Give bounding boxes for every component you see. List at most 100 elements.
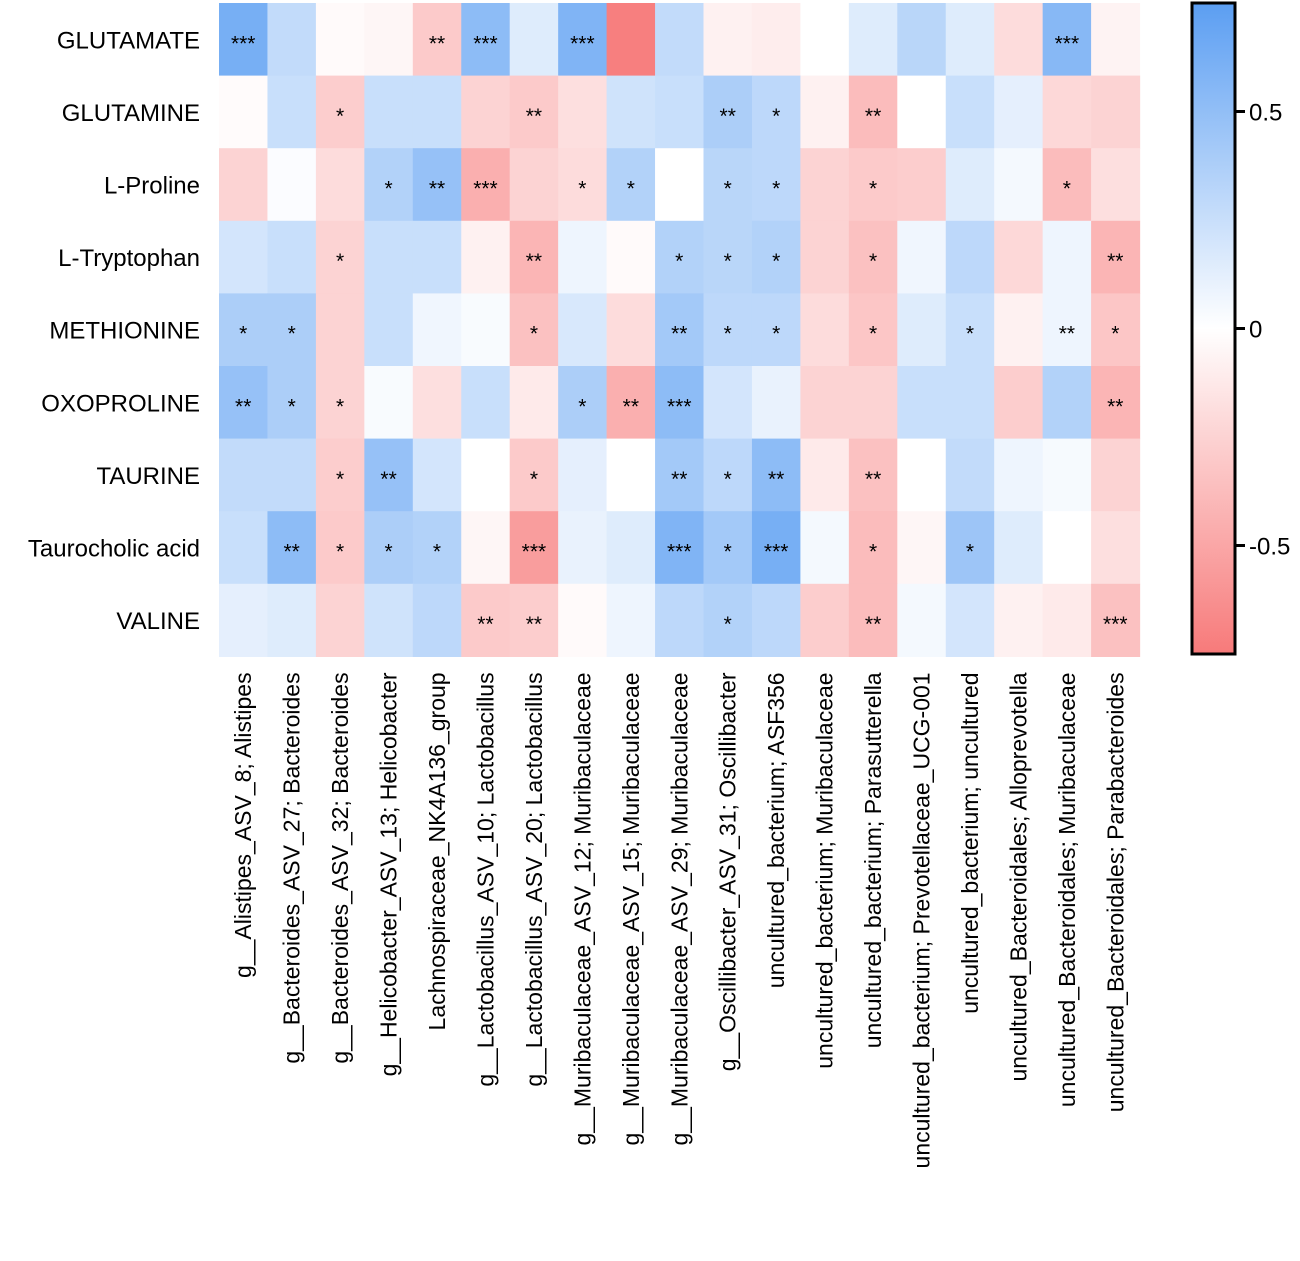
significance-marker: * <box>336 105 344 128</box>
heatmap-cell <box>751 511 801 585</box>
heatmap-cell <box>606 583 656 657</box>
row-label: OXOPROLINE <box>41 390 200 417</box>
heatmap-cell <box>848 438 898 512</box>
significance-marker: *** <box>1103 613 1128 636</box>
significance-marker: * <box>336 250 344 273</box>
significance-marker: *** <box>667 541 692 564</box>
heatmap-cell <box>751 293 801 367</box>
heatmap-cell <box>509 148 559 222</box>
heatmap-cell <box>267 3 317 77</box>
significance-marker: * <box>578 178 586 201</box>
heatmap-cell <box>219 366 269 440</box>
column-label: g__Bacteroides_ASV_27; Bacteroides <box>279 672 305 1063</box>
heatmap-cell <box>655 75 705 149</box>
heatmap-cell <box>315 148 365 222</box>
heatmap-cell <box>897 148 947 222</box>
heatmap-cell <box>606 438 656 512</box>
heatmap-cell <box>994 293 1044 367</box>
column-label: uncultured_Bacteroidales; Parabacteroide… <box>1102 672 1128 1112</box>
heatmap-cell <box>267 148 317 222</box>
column-label: uncultured_bacterium; Prevotellaceae_UCG… <box>909 672 935 1168</box>
heatmap-cell <box>606 293 656 367</box>
heatmap-cell <box>703 293 753 367</box>
heatmap-cell <box>364 3 414 77</box>
heatmap-cell <box>412 366 462 440</box>
significance-marker: *** <box>1055 32 1080 55</box>
heatmap-cell <box>315 75 365 149</box>
significance-marker: * <box>578 395 586 418</box>
row-label: Taurocholic acid <box>28 536 200 563</box>
heatmap-cell <box>509 3 559 77</box>
colorbar-gradient <box>1190 1 1237 656</box>
significance-marker: ** <box>865 613 881 636</box>
significance-marker: * <box>336 395 344 418</box>
heatmap-cell <box>1042 438 1092 512</box>
significance-marker: ** <box>768 468 784 491</box>
heatmap-cell <box>1042 293 1092 367</box>
column-label: g__Lactobacillus_ASV_10; Lactobacillus <box>472 672 498 1086</box>
heatmap-cell <box>1091 75 1141 149</box>
heatmap-cell <box>219 293 269 367</box>
heatmap-cell <box>364 511 414 585</box>
heatmap-cell <box>412 293 462 367</box>
column-labels: g__Alistipes_ASV_8; Alistipes g__Bacteroi… <box>230 672 1128 1168</box>
significance-marker: * <box>724 323 732 346</box>
significance-marker: * <box>288 395 296 418</box>
heatmap-cell <box>267 293 317 367</box>
significance-marker: * <box>772 178 780 201</box>
heatmap-cell <box>800 75 850 149</box>
significance-marker: * <box>724 613 732 636</box>
heatmap-cell <box>897 220 947 294</box>
heatmap-cell <box>945 3 995 77</box>
heatmap-cell <box>655 438 705 512</box>
significance-marker: ** <box>623 395 639 418</box>
column-label: uncultured_Bacteroidales; Alloprevotella <box>1005 672 1031 1081</box>
row-label: GLUTAMINE <box>62 100 200 127</box>
colorbar-tick-label: -0.5 <box>1249 534 1290 561</box>
significance-marker: ** <box>380 468 396 491</box>
significance-marker: * <box>772 250 780 273</box>
heatmap-cell <box>219 148 269 222</box>
column-label: g__Helicobacter_ASV_13; Helicobacter <box>376 672 402 1076</box>
heatmap-cell <box>1042 366 1092 440</box>
heatmap-cell <box>655 148 705 222</box>
heatmap-cell <box>945 511 995 585</box>
heatmap-cell <box>945 366 995 440</box>
significance-marker: * <box>288 323 296 346</box>
column-label: g__Lactobacillus_ASV_20; Lactobacillus <box>521 672 547 1086</box>
heatmap-cell <box>267 583 317 657</box>
colorbar-ticks: 0.5 0 -0.5 <box>1235 100 1290 561</box>
heatmap-cell <box>364 366 414 440</box>
heatmap-cell <box>558 220 608 294</box>
heatmap-cell <box>655 220 705 294</box>
heatmap-cell <box>800 511 850 585</box>
heatmap-cell <box>751 438 801 512</box>
heatmap-cell <box>509 220 559 294</box>
heatmap-cell <box>219 583 269 657</box>
heatmap-cell <box>751 220 801 294</box>
heatmap-cell <box>994 438 1044 512</box>
significance-marker: * <box>1111 323 1119 346</box>
column-label: Lachnospiraceae_NK4A136_group <box>424 672 450 1030</box>
significance-marker: * <box>966 541 974 564</box>
column-label: uncultured_Bacteroidales; Muribaculaceae <box>1054 672 1080 1107</box>
heatmap-cell <box>558 366 608 440</box>
heatmap-cell <box>461 511 511 585</box>
row-label: GLUTAMATE <box>57 27 200 54</box>
heatmap-cell <box>412 583 462 657</box>
significance-marker: ** <box>720 105 736 128</box>
heatmap-cell <box>897 583 947 657</box>
heatmap-cell <box>994 3 1044 77</box>
heatmap-cell <box>897 511 947 585</box>
heatmap-cell <box>219 3 269 77</box>
heatmap-cell <box>751 583 801 657</box>
heatmap-cell <box>461 75 511 149</box>
significance-marker: * <box>724 250 732 273</box>
heatmap-cell <box>267 438 317 512</box>
column-label: uncultured_bacterium; uncultured <box>957 672 983 1013</box>
heatmap-cell <box>800 583 850 657</box>
heatmap-cell <box>800 3 850 77</box>
significance-marker: * <box>772 323 780 346</box>
significance-marker: ** <box>235 395 251 418</box>
significance-marker: *** <box>473 178 498 201</box>
